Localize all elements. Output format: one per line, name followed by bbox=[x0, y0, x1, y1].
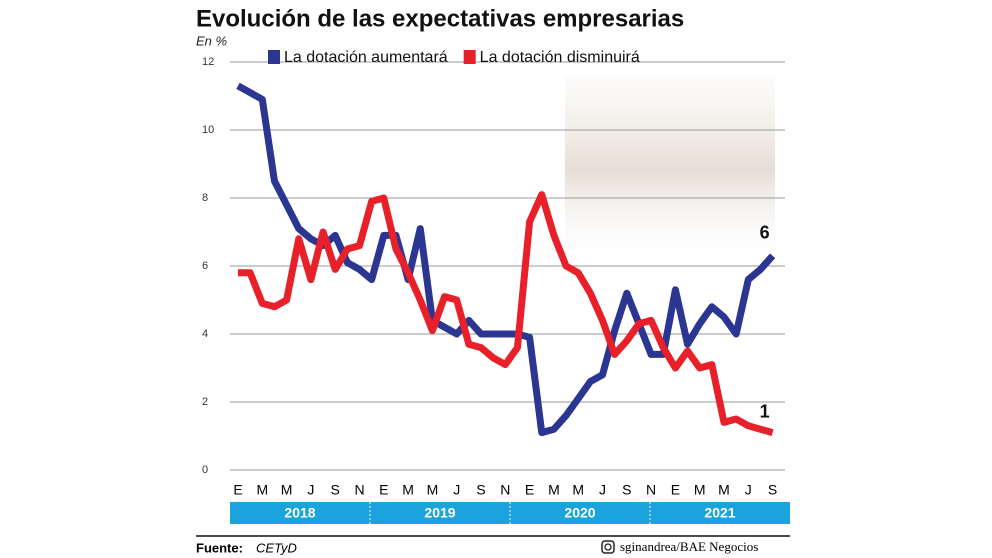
x-tick-label: N bbox=[500, 482, 510, 498]
chart-title: Evolución de las expectativas empresaria… bbox=[196, 5, 684, 32]
y-tick-label: 2 bbox=[202, 396, 208, 408]
x-tick-label: S bbox=[622, 482, 631, 498]
y-tick-label: 8 bbox=[202, 192, 208, 204]
year-label: 2020 bbox=[564, 505, 595, 521]
x-tick-label: J bbox=[453, 482, 460, 498]
series-line bbox=[238, 191, 774, 436]
y-tick-label: 12 bbox=[202, 56, 214, 68]
instagram-icon bbox=[604, 543, 612, 551]
x-tick-label: M bbox=[402, 482, 414, 498]
y-tick-label: 0 bbox=[202, 464, 208, 476]
year-label: 2021 bbox=[704, 505, 735, 521]
x-tick-label: N bbox=[354, 482, 364, 498]
x-tick-label: S bbox=[768, 482, 777, 498]
x-tick-label: E bbox=[379, 482, 388, 498]
x-tick-label: J bbox=[599, 482, 606, 498]
x-tick-label: M bbox=[718, 482, 730, 498]
value-label: 6 bbox=[760, 223, 770, 243]
x-tick-label: M bbox=[427, 482, 439, 498]
year-label: 2018 bbox=[284, 505, 315, 521]
instagram-icon bbox=[601, 540, 615, 554]
x-tick-label: N bbox=[646, 482, 656, 498]
x-tick-label: E bbox=[671, 482, 680, 498]
x-tick-label: E bbox=[525, 482, 534, 498]
y-tick-label: 6 bbox=[202, 260, 208, 272]
x-tick-label: J bbox=[745, 482, 752, 498]
x-tick-label: S bbox=[331, 482, 340, 498]
x-tick-label: M bbox=[281, 482, 293, 498]
x-tick-label: M bbox=[572, 482, 584, 498]
y-tick-label: 4 bbox=[202, 328, 208, 340]
source-label: Fuente: bbox=[196, 540, 243, 555]
year-label: 2019 bbox=[424, 505, 455, 521]
x-tick-label: M bbox=[256, 482, 268, 498]
x-tick-label: M bbox=[548, 482, 560, 498]
legend-swatch bbox=[268, 50, 280, 64]
x-tick-label: E bbox=[233, 482, 242, 498]
x-tick-label: M bbox=[694, 482, 706, 498]
value-label: 1 bbox=[760, 401, 770, 421]
photo bbox=[565, 75, 775, 265]
source: CETyD bbox=[256, 540, 297, 555]
legend-label: La dotación aumentará bbox=[284, 49, 448, 66]
x-tick-label: S bbox=[476, 482, 485, 498]
x-tick-label: J bbox=[307, 482, 314, 498]
credit: sginandrea/BAE Negocios bbox=[620, 539, 758, 554]
legend-label: La dotación disminuirá bbox=[480, 49, 640, 66]
y-tick-label: 10 bbox=[202, 124, 214, 136]
subtitle: En % bbox=[196, 33, 227, 48]
legend-swatch bbox=[463, 50, 476, 64]
